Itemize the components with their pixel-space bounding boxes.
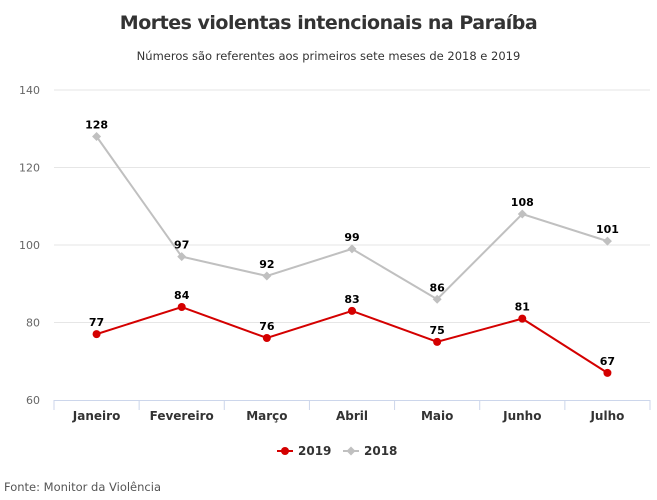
data-label-2018: 92	[259, 258, 274, 271]
data-point-2019	[348, 306, 356, 315]
data-point-2019	[92, 330, 101, 339]
data-point-2018	[92, 132, 102, 141]
data-point-2019	[433, 337, 442, 346]
data-point-2018	[347, 244, 357, 254]
chart-subtitle: Números são referentes aos primeiros set…	[136, 49, 521, 63]
x-tick-label: Janeiro	[72, 409, 121, 423]
data-label-2018: 101	[596, 223, 619, 236]
data-point-2018	[432, 294, 442, 304]
data-point-2018	[517, 209, 527, 219]
legend-marker-2019	[281, 447, 289, 455]
series-line-2019	[96, 305, 608, 374]
data-label-2019: 75	[429, 324, 444, 337]
y-tick-label: 60	[26, 394, 40, 407]
x-tick-label: Abril	[336, 409, 368, 423]
data-point-2018	[262, 271, 272, 281]
data-label-2018: 86	[429, 281, 445, 294]
y-tick-label: 140	[19, 84, 40, 97]
data-point-2018	[177, 252, 187, 262]
legend-label-2019: 2019	[298, 444, 331, 458]
source-note: Fonte: Monitor da Violência	[4, 480, 161, 494]
data-point-2019	[262, 334, 271, 342]
data-point-2019	[603, 368, 612, 377]
data-label-2019: 83	[344, 293, 359, 306]
data-label-2019: 77	[89, 316, 104, 329]
data-label-2019: 76	[259, 320, 275, 333]
y-tick-label: 100	[19, 239, 40, 252]
legend-label-2018: 2018	[364, 444, 397, 458]
x-tick-label: Fevereiro	[150, 409, 214, 423]
data-point-2019	[177, 303, 186, 311]
x-tick-label: Maio	[421, 409, 453, 423]
series-line-2018	[95, 135, 608, 301]
data-label-2018: 99	[344, 231, 359, 244]
x-tick-label: Julho	[589, 409, 624, 423]
data-label-2018: 128	[85, 119, 108, 132]
data-label-2018: 108	[511, 196, 534, 209]
data-label-2019: 67	[600, 355, 615, 368]
data-label-2019: 84	[174, 289, 190, 302]
y-tick-label: 80	[26, 317, 40, 330]
data-label-2018: 97	[174, 239, 189, 252]
legend-marker-2018	[346, 446, 356, 456]
data-label-2019: 81	[515, 301, 530, 314]
chart-title: Mortes violentas intencionais na Paraíba	[119, 12, 538, 34]
y-tick-label: 120	[19, 162, 40, 175]
x-tick-label: Março	[246, 409, 287, 423]
data-point-2019	[518, 314, 527, 323]
x-tick-label: Junho	[502, 409, 541, 423]
data-point-2018	[602, 236, 612, 246]
